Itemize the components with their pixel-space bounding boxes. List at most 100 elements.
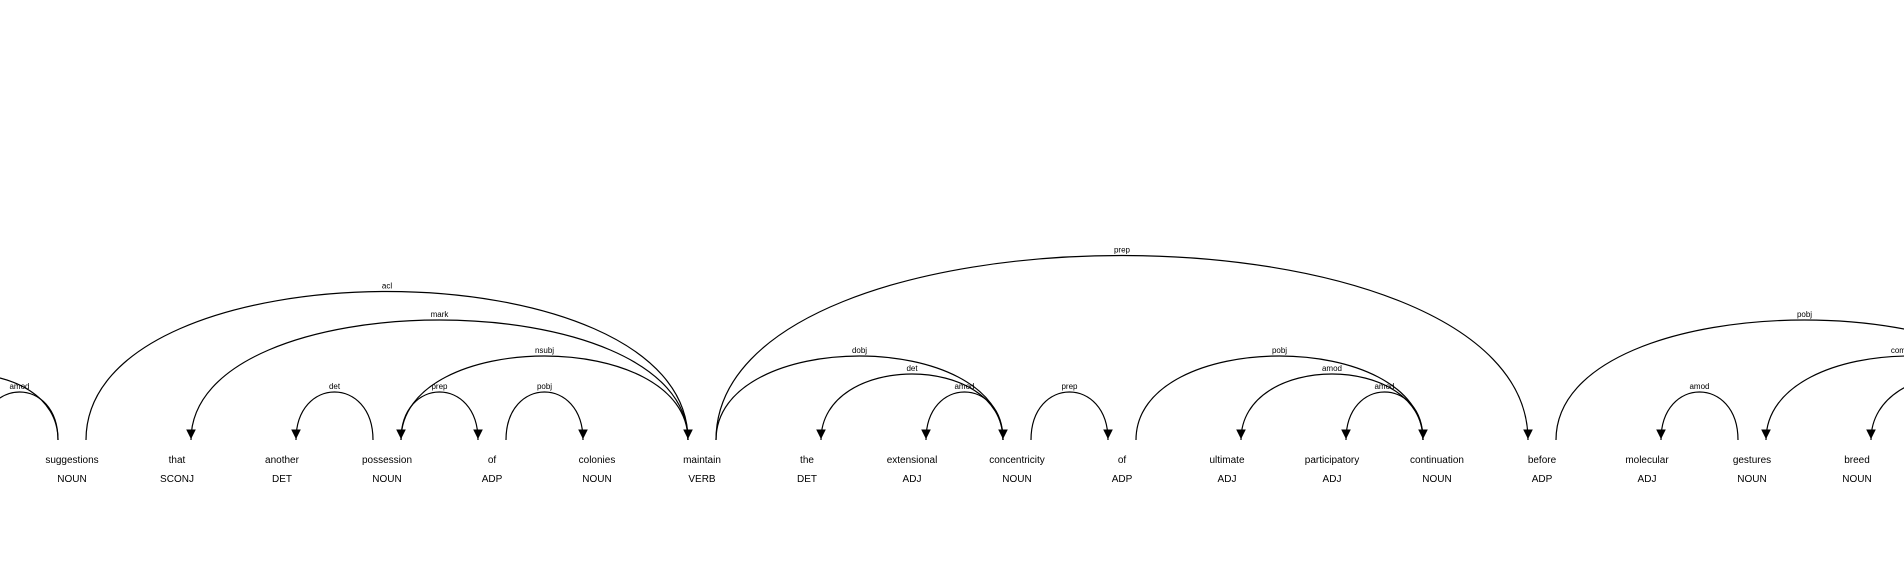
token-word: concentricity [989,455,1045,466]
token-word: before [1528,455,1557,466]
arcs-layer: amod amod acl mark det nsubj prep pobj dobj prep d… [0,246,1904,441]
token-word: of [488,455,497,466]
arc-label: amod [1689,382,1709,391]
token: participatory ADJ [1305,455,1359,485]
token-tag: SCONJ [160,474,194,485]
arc-label: dobj [852,346,867,355]
token: the DET [797,455,817,485]
token: extensional ADJ [887,455,938,485]
token-tag: NOUN [372,474,401,485]
tokens-layer: suggestions NOUN that SCONJ another DET posses… [45,455,1871,485]
dependency-arc: amod [0,377,59,441]
token: breed NOUN [1842,455,1871,485]
arc-label: acl [382,282,392,291]
token-word: extensional [887,455,938,466]
token-word: of [1118,455,1127,466]
arc-curve [400,391,479,441]
token-tag: DET [797,474,817,485]
arc-label: amod [9,382,29,391]
arc-label: amod [1322,364,1342,373]
arrowhead-icon [473,429,483,440]
arrowhead-icon [578,429,588,440]
arc-label: compound [1891,346,1904,355]
arc-label: nsubj [535,346,554,355]
token-tag: NOUN [1737,474,1766,485]
token: maintain VERB [683,455,721,485]
arc-curve [400,355,689,441]
token-tag: NOUN [57,474,86,485]
token-word: gestures [1733,455,1771,466]
arc-curve [1030,391,1109,441]
arc-curve [820,373,1004,441]
arc-label: pobj [1797,310,1812,319]
arrowhead-icon [816,429,826,440]
dependency-arc: det [291,382,374,441]
arc-label: prep [1061,382,1078,391]
dependency-arc: nsubj [396,346,689,441]
dependency-arc: acl [85,282,693,441]
token-tag: VERB [688,474,716,485]
arrowhead-icon [1761,429,1771,440]
arc-label: det [906,364,918,373]
token-word: the [800,455,814,466]
arrowhead-icon [1866,429,1876,440]
token-word: participatory [1305,455,1359,466]
arrowhead-icon [1103,429,1113,440]
arc-curve [1240,373,1424,441]
token: possession NOUN [362,455,412,485]
arc-curve [295,391,374,441]
token: concentricity NOUN [989,455,1045,485]
arc-curve [715,355,1004,441]
token-word: another [265,455,300,466]
token-tag: ADJ [903,474,922,485]
token: of ADP [1112,455,1133,485]
arc-curve [190,319,689,441]
token: gestures NOUN [1733,455,1771,485]
token-tag: NOUN [1842,474,1871,485]
token: colonies NOUN [579,455,616,485]
token: continuation NOUN [1410,455,1464,485]
token-tag: ADJ [1323,474,1342,485]
token-word: maintain [683,455,721,466]
token-tag: ADP [1112,474,1133,485]
token-tag: ADP [1532,474,1553,485]
arc-label: prep [1114,246,1131,255]
arc-curve [1660,391,1739,441]
arc-curve [0,377,59,441]
token-word: colonies [579,455,616,466]
arc-label: pobj [1272,346,1287,355]
dependency-arc: prep [715,246,1533,441]
arc-curve [1135,355,1424,441]
token-word: that [169,455,186,466]
dependency-arc: dobj [715,346,1008,441]
dependency-arc: pobj [1555,310,1904,441]
arc-curve [1765,355,1904,441]
arrowhead-icon [1236,429,1246,440]
token-tag: NOUN [1422,474,1451,485]
token-word: possession [362,455,412,466]
arrowhead-icon [1523,429,1533,440]
dependency-arc: compound [1866,387,1904,441]
token-tag: NOUN [582,474,611,485]
token-word: suggestions [45,455,98,466]
arrowhead-icon [921,429,931,440]
dependency-arc: amod [1341,382,1424,441]
dependency-arc: compound [1761,346,1904,441]
dependency-arc: det [816,364,1004,441]
token: that SCONJ [160,455,194,485]
token: another DET [265,455,300,485]
token-word: ultimate [1209,455,1244,466]
arc-curve [505,391,584,441]
arc-label: pobj [537,382,552,391]
arc-curve [1345,391,1424,441]
arrowhead-icon [186,429,196,440]
arc-label: amod [954,382,974,391]
token-tag: ADJ [1638,474,1657,485]
token: before ADP [1528,455,1557,485]
token-tag: ADP [482,474,503,485]
token-tag: ADJ [1218,474,1237,485]
arc-curve [1870,387,1904,441]
token-word: continuation [1410,455,1464,466]
arrowhead-icon [1656,429,1666,440]
